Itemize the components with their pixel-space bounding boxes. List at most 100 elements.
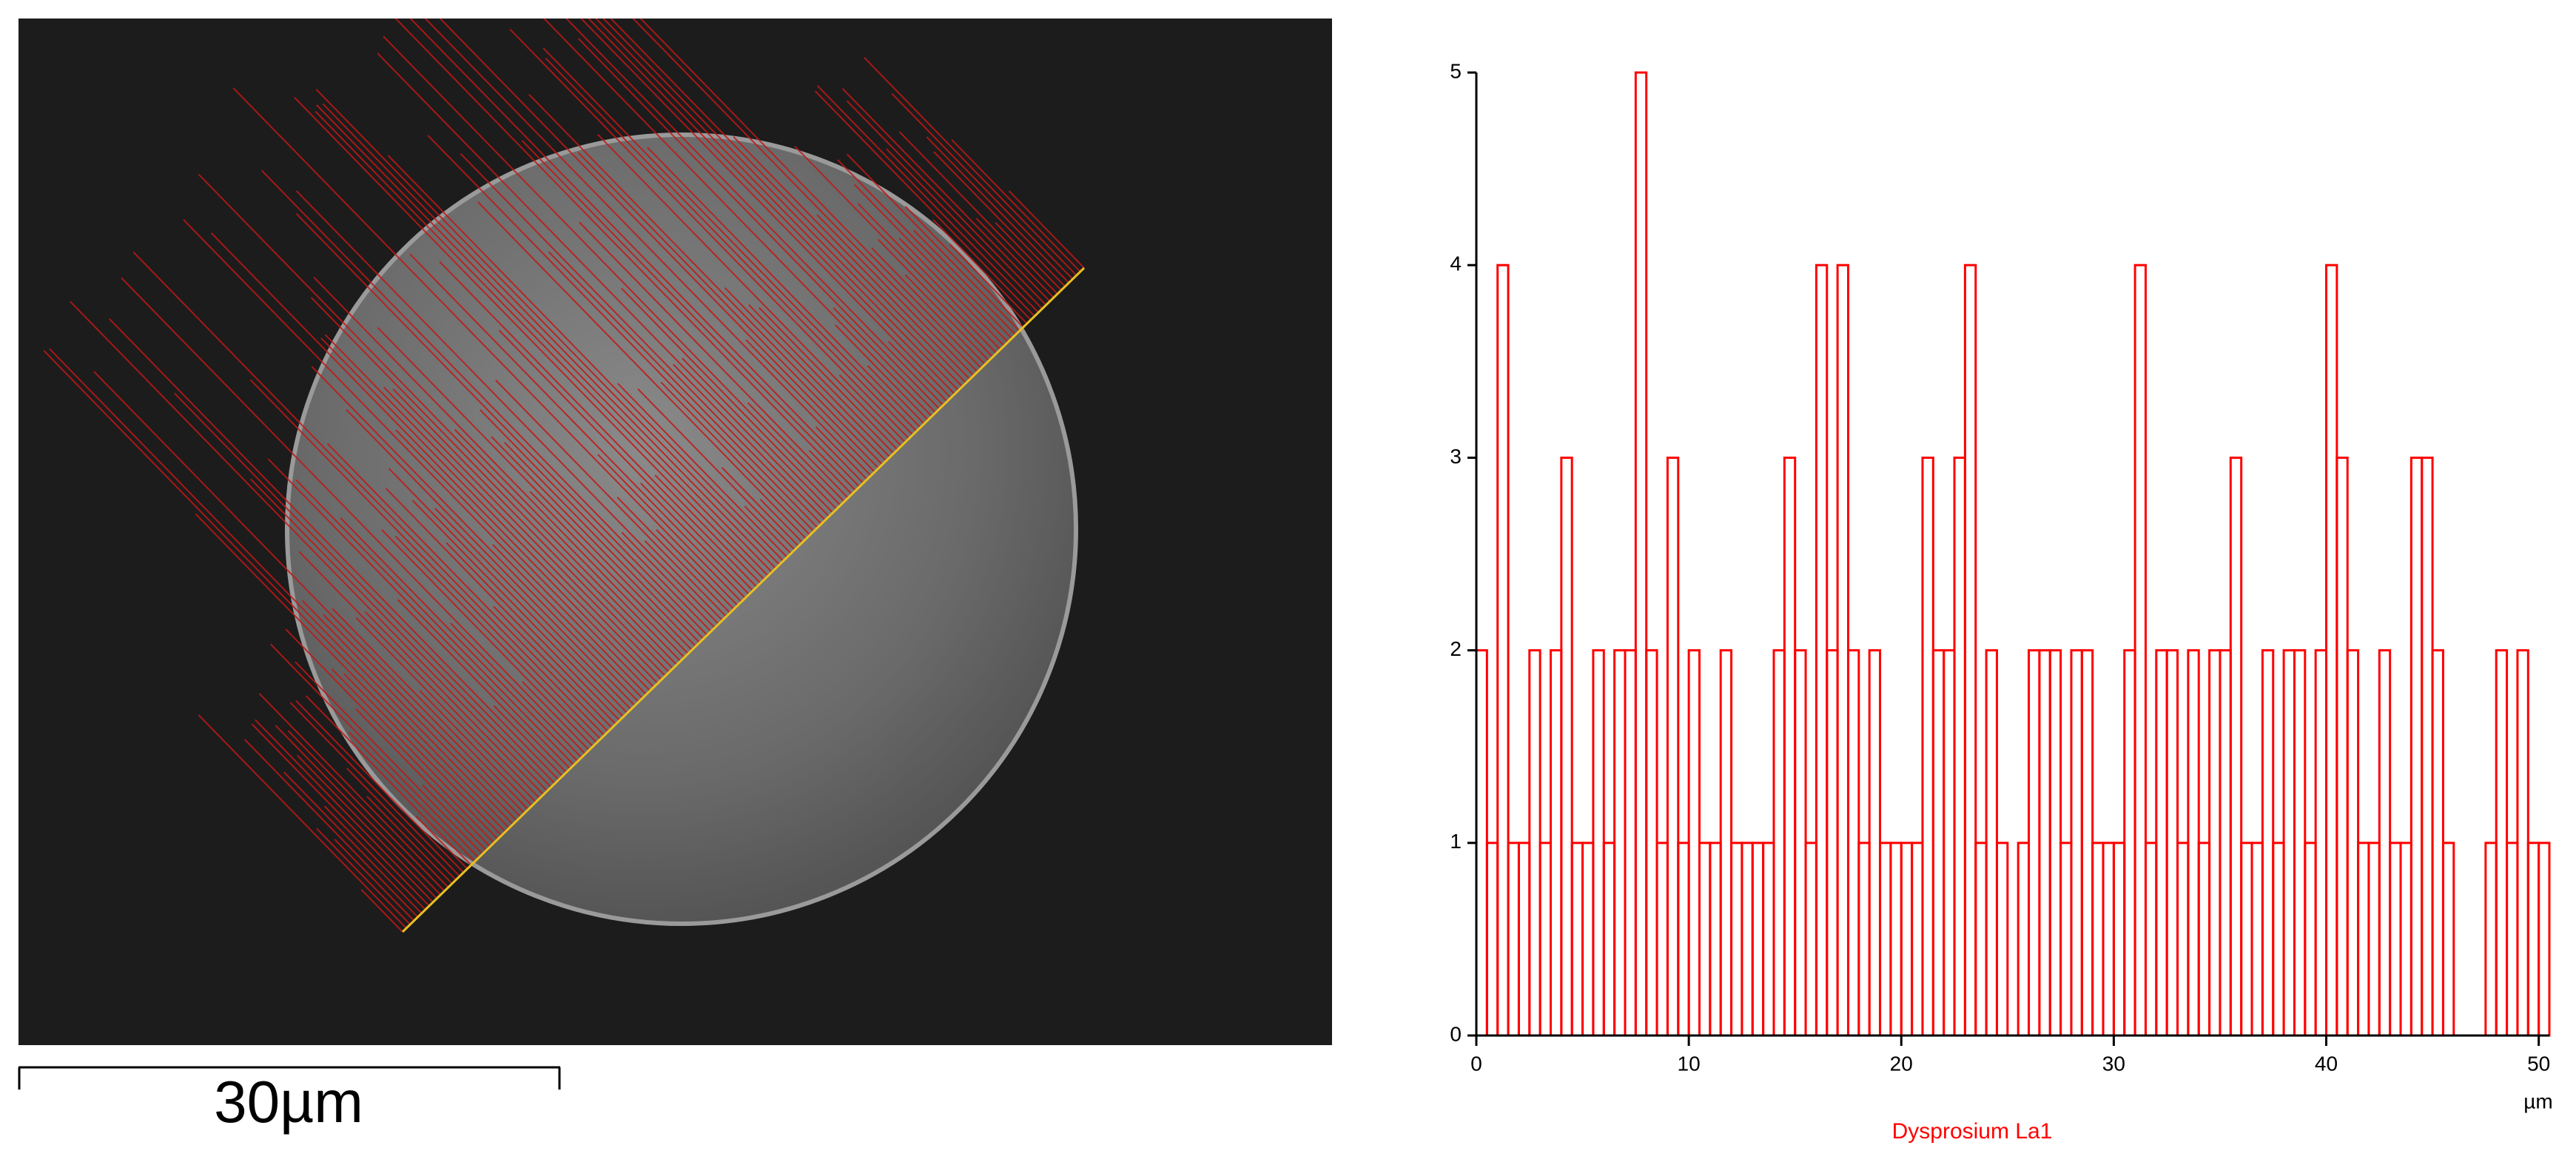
scan-line bbox=[816, 85, 1039, 313]
scan-line bbox=[682, 358, 834, 514]
bar bbox=[2261, 649, 2275, 1037]
scan-line bbox=[904, 206, 1024, 328]
y-tick-label: 5 bbox=[1450, 59, 1462, 82]
scan-line bbox=[249, 478, 552, 788]
scan-line bbox=[295, 661, 483, 855]
scan-line bbox=[504, 442, 701, 643]
scan-line bbox=[285, 628, 495, 844]
bar bbox=[2059, 842, 2073, 1037]
scan-line bbox=[595, 19, 959, 392]
x-tick-label: 30 bbox=[2102, 1052, 2125, 1075]
scan-line bbox=[267, 458, 571, 770]
bar bbox=[2123, 649, 2136, 1037]
bar bbox=[1741, 842, 1754, 1037]
bar bbox=[1517, 842, 1531, 1037]
scan-line bbox=[313, 276, 685, 658]
scan-line bbox=[529, 491, 689, 654]
scan-line bbox=[381, 528, 593, 748]
bar bbox=[2495, 649, 2509, 1037]
scan-line bbox=[833, 307, 937, 414]
scan-line bbox=[837, 159, 1012, 339]
scan-line bbox=[933, 151, 1066, 287]
scan-line bbox=[878, 238, 994, 358]
scan-line bbox=[294, 96, 765, 580]
scan-line bbox=[673, 363, 826, 521]
bar bbox=[1974, 842, 1988, 1037]
bar bbox=[2038, 649, 2051, 1037]
scan-line bbox=[260, 170, 712, 632]
scan-line bbox=[394, 19, 857, 491]
bar bbox=[2102, 842, 2115, 1037]
scan-line bbox=[295, 190, 719, 625]
scan-line bbox=[424, 19, 872, 477]
x-unit: µm bbox=[2523, 1090, 2552, 1112]
scan-line bbox=[647, 147, 921, 429]
scan-line bbox=[617, 383, 788, 558]
scan-line bbox=[577, 152, 884, 466]
scan-line bbox=[733, 135, 971, 380]
bar bbox=[2484, 842, 2498, 1037]
scan-line bbox=[301, 600, 518, 822]
bar bbox=[1826, 649, 1839, 1037]
scan-line bbox=[610, 19, 967, 384]
scan-line bbox=[846, 153, 1020, 332]
x-tick-label: 0 bbox=[1470, 1052, 1482, 1075]
bar bbox=[1995, 842, 2009, 1037]
scan-line bbox=[366, 796, 453, 885]
bar bbox=[2165, 649, 2179, 1037]
scan-line bbox=[132, 251, 605, 736]
bar bbox=[2250, 842, 2264, 1037]
bar bbox=[2091, 842, 2105, 1037]
scan-line bbox=[588, 19, 955, 395]
bar bbox=[2080, 649, 2094, 1037]
scan-line bbox=[43, 350, 510, 829]
bar bbox=[2048, 649, 2062, 1037]
y-tick-label: 1 bbox=[1450, 830, 1462, 853]
scan-line bbox=[794, 146, 998, 354]
bar bbox=[2325, 264, 2338, 1037]
bar bbox=[2293, 649, 2307, 1037]
bar bbox=[1496, 264, 1510, 1037]
bar bbox=[2378, 649, 2392, 1037]
scan-line bbox=[439, 19, 879, 469]
scan-line bbox=[360, 889, 403, 933]
bar bbox=[2409, 456, 2424, 1037]
scan-line bbox=[251, 723, 430, 907]
scan-line bbox=[577, 38, 941, 410]
scan-line bbox=[542, 19, 932, 417]
scan-line bbox=[1008, 190, 1085, 269]
x-axis-label: Dysprosium La1 bbox=[1892, 1119, 2053, 1144]
scan-line bbox=[297, 754, 438, 899]
scan-line bbox=[748, 304, 895, 454]
y-tick-label: 0 bbox=[1450, 1022, 1462, 1045]
scan-line bbox=[258, 693, 449, 888]
bar bbox=[2357, 842, 2370, 1037]
bar bbox=[1846, 649, 1860, 1037]
bar bbox=[1581, 842, 1595, 1037]
bar bbox=[1794, 649, 1807, 1037]
bar bbox=[2155, 649, 2168, 1037]
bar bbox=[1985, 649, 1998, 1037]
scan-line bbox=[377, 327, 693, 651]
scan-line bbox=[493, 605, 613, 729]
bar bbox=[2538, 842, 2551, 1037]
scan-line bbox=[387, 155, 784, 562]
scan-line bbox=[415, 816, 468, 870]
scan-line bbox=[493, 705, 563, 777]
scan-line bbox=[210, 232, 655, 688]
scan-line bbox=[602, 19, 964, 388]
scan-line bbox=[385, 488, 616, 725]
scan-line bbox=[616, 497, 731, 614]
scan-line bbox=[808, 449, 852, 495]
sem-image bbox=[19, 19, 1332, 1045]
bar bbox=[2187, 649, 2200, 1037]
scan-line bbox=[542, 47, 918, 432]
scan-line bbox=[388, 468, 628, 714]
scan-line bbox=[232, 87, 739, 606]
scan-line bbox=[93, 371, 525, 814]
scan-line bbox=[198, 714, 407, 929]
scan-line bbox=[522, 681, 590, 751]
scan-line bbox=[864, 57, 1077, 276]
bar bbox=[1549, 649, 1563, 1037]
scan-line bbox=[295, 213, 708, 636]
